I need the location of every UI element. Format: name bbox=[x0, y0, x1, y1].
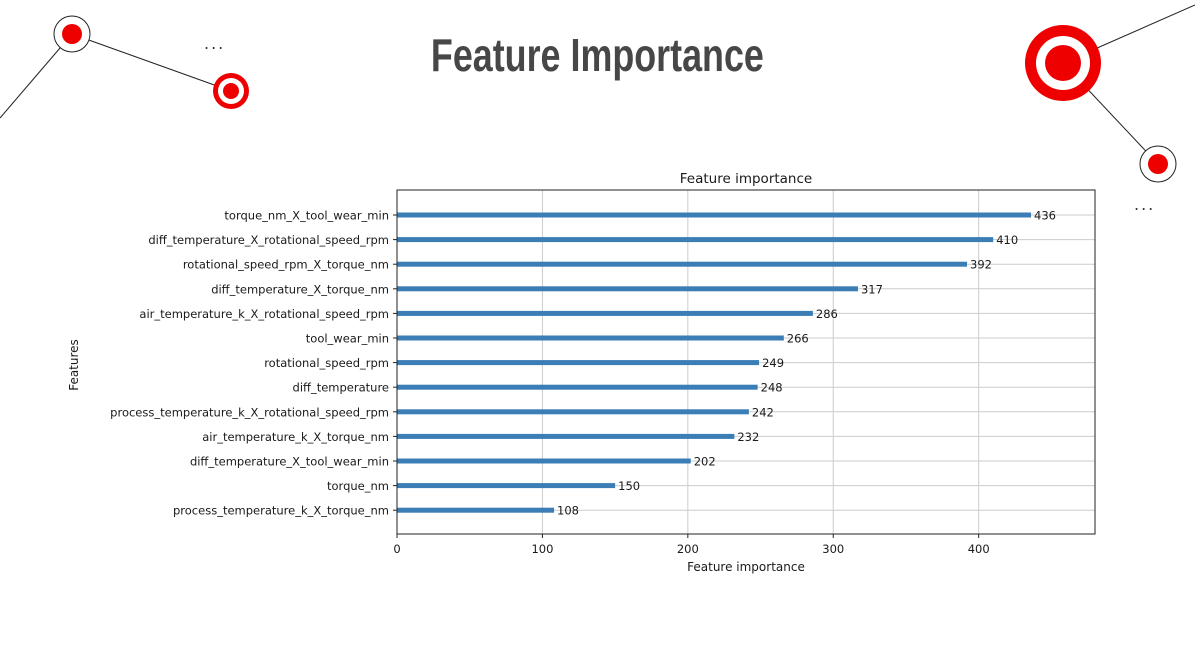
bar bbox=[397, 384, 758, 390]
bar-value-label: 317 bbox=[861, 282, 883, 296]
y-tick-label: rotational_speed_rpm_X_torque_nm bbox=[183, 258, 389, 272]
bar bbox=[397, 261, 968, 267]
ellipsis-right: ... bbox=[1134, 195, 1156, 214]
bar bbox=[397, 458, 691, 464]
x-tick-label: 200 bbox=[677, 542, 699, 556]
bar bbox=[397, 335, 784, 341]
bar-value-label: 202 bbox=[694, 455, 716, 469]
x-tick-label: 300 bbox=[822, 542, 844, 556]
chart-title: Feature importance bbox=[680, 171, 812, 187]
y-tick-label: air_temperature_k_X_rotational_speed_rpm bbox=[139, 307, 389, 321]
y-tick-label: process_temperature_k_X_rotational_speed… bbox=[110, 405, 389, 419]
x-tick-label: 0 bbox=[393, 542, 400, 556]
bar bbox=[397, 286, 858, 292]
bar-value-label: 150 bbox=[618, 479, 640, 493]
node-circle-icon bbox=[1139, 145, 1177, 183]
bar bbox=[397, 310, 813, 316]
bar bbox=[397, 409, 749, 415]
x-tick-label: 400 bbox=[968, 542, 990, 556]
y-tick-label: torque_nm bbox=[327, 479, 389, 493]
bar-value-label: 108 bbox=[557, 504, 579, 518]
slide-title: Feature Importance bbox=[430, 29, 764, 81]
bar-value-label: 248 bbox=[761, 381, 783, 395]
ellipsis-left: ... bbox=[204, 34, 226, 53]
y-tick-label: rotational_speed_rpm bbox=[264, 356, 389, 370]
bar-value-label: 242 bbox=[752, 405, 774, 419]
y-tick-label: diff_temperature_X_tool_wear_min bbox=[190, 455, 389, 469]
y-tick-label: torque_nm_X_tool_wear_min bbox=[224, 209, 389, 223]
y-tick-label: tool_wear_min bbox=[306, 332, 389, 346]
large-target-circle-icon bbox=[1025, 25, 1101, 101]
bar-value-label: 410 bbox=[996, 233, 1018, 247]
y-tick-label: air_temperature_k_X_torque_nm bbox=[202, 430, 389, 444]
bar bbox=[397, 433, 735, 439]
bar-value-label: 436 bbox=[1034, 209, 1056, 223]
bar-value-label: 249 bbox=[762, 356, 784, 370]
y-tick-label: diff_temperature_X_rotational_speed_rpm bbox=[148, 233, 389, 247]
bar-value-label: 392 bbox=[970, 258, 992, 272]
bar-value-label: 266 bbox=[787, 332, 809, 346]
x-axis-label: Feature importance bbox=[687, 560, 805, 574]
y-tick-label: process_temperature_k_X_torque_nm bbox=[173, 504, 389, 518]
bar-value-label: 232 bbox=[737, 430, 759, 444]
y-tick-label: diff_temperature_X_torque_nm bbox=[211, 282, 389, 296]
target-circle-icon bbox=[213, 73, 249, 109]
bar bbox=[397, 483, 616, 489]
bar bbox=[397, 360, 760, 366]
bar-value-label: 286 bbox=[816, 307, 838, 321]
bar bbox=[397, 212, 1032, 218]
bar bbox=[397, 507, 555, 513]
x-tick-label: 100 bbox=[531, 542, 553, 556]
node-circle-icon bbox=[53, 15, 91, 53]
plot-frame bbox=[396, 189, 1096, 535]
y-tick-label: diff_temperature bbox=[293, 381, 389, 395]
y-axis-label: Features bbox=[67, 339, 81, 391]
bar bbox=[397, 237, 994, 243]
